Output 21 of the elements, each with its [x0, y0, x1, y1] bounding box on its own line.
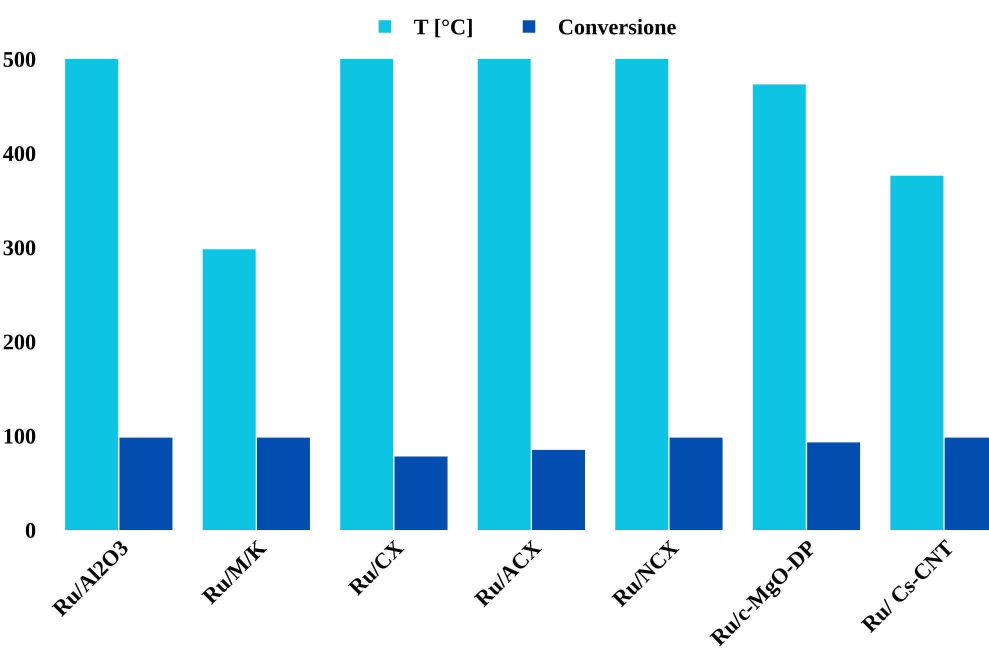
y-tick-label: 100: [4, 428, 36, 444]
bar: [890, 176, 944, 530]
legend-label: T [°C]: [414, 18, 472, 38]
bar: [478, 59, 531, 530]
bar: [340, 59, 394, 530]
bar: [256, 438, 310, 530]
bar: [670, 438, 723, 530]
y-tick-label: 200: [4, 334, 36, 350]
bar: [615, 59, 668, 530]
bar: [119, 438, 172, 530]
bar: [65, 59, 118, 530]
y-tick-label: 400: [3, 146, 36, 162]
legend-label: Conversione: [558, 18, 676, 34]
y-tick-label: 0: [26, 522, 36, 538]
bar: [394, 456, 448, 530]
y-tick-label: 500: [4, 52, 36, 67]
bar: [807, 442, 860, 530]
bar: [532, 450, 586, 530]
bar: [752, 84, 806, 530]
bar: [202, 249, 256, 530]
y-tick-label: 300: [4, 240, 36, 256]
